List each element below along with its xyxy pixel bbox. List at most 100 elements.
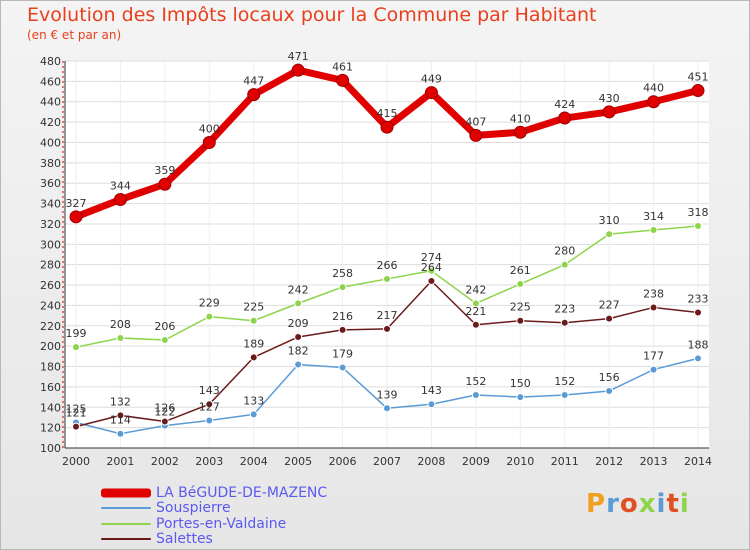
x-tick-label: 2014 — [684, 455, 712, 468]
data-label: 216 — [332, 310, 353, 323]
data-point — [249, 410, 258, 419]
legend-item-souspierre: Souspierre — [101, 500, 401, 516]
data-label: 132 — [110, 395, 131, 408]
legend-swatch — [101, 523, 151, 525]
data-point — [247, 88, 261, 102]
legend-label: Portes-en-Valdaine — [156, 516, 287, 532]
data-point — [647, 95, 661, 109]
data-label: 242 — [288, 283, 309, 296]
data-label: 177 — [643, 350, 664, 363]
data-label: 310 — [599, 214, 620, 227]
data-point — [338, 283, 347, 292]
data-point — [291, 63, 305, 77]
data-point — [649, 303, 658, 312]
chart-title: Evolution des Impôts locaux pour la Comm… — [27, 4, 597, 26]
data-point — [380, 120, 394, 134]
y-tick-label: 360 — [40, 177, 61, 190]
x-tick-label: 2007 — [373, 455, 401, 468]
y-tick-label: 160 — [40, 381, 61, 394]
data-point — [605, 230, 614, 239]
legend-label: Souspierre — [156, 500, 231, 516]
data-point — [205, 400, 214, 409]
data-label: 208 — [110, 318, 131, 331]
data-point — [649, 365, 658, 374]
y-tick-label: 140 — [40, 401, 61, 414]
data-point — [202, 135, 216, 149]
data-label: 415 — [377, 107, 398, 120]
data-point — [294, 299, 303, 308]
legend-item-salettes: Salettes — [101, 531, 401, 547]
data-label: 461 — [332, 60, 353, 73]
x-tick-label: 2009 — [462, 455, 490, 468]
y-tick-label: 240 — [40, 299, 61, 312]
data-label: 122 — [154, 406, 175, 419]
legend-label: LA BéGUDE-DE-MAZENC — [156, 485, 328, 501]
data-point — [691, 84, 705, 98]
data-point — [249, 316, 258, 325]
x-tick-label: 2010 — [506, 455, 534, 468]
data-label: 150 — [510, 377, 531, 390]
data-point — [116, 411, 125, 420]
data-point — [605, 386, 614, 395]
data-label: 430 — [599, 92, 620, 105]
data-label: 264 — [421, 261, 442, 274]
data-label: 258 — [332, 267, 353, 280]
data-point — [605, 314, 614, 323]
y-tick-label: 300 — [40, 238, 61, 251]
data-label: 139 — [377, 388, 398, 401]
x-tick-label: 2011 — [551, 455, 579, 468]
data-label: 327 — [66, 197, 87, 210]
x-tick-label: 2012 — [595, 455, 623, 468]
data-point — [160, 336, 169, 345]
data-label: 314 — [643, 210, 664, 223]
data-label: 127 — [199, 401, 220, 414]
data-label: 410 — [510, 112, 531, 125]
data-label: 121 — [66, 407, 87, 420]
data-label: 400 — [199, 122, 220, 135]
y-tick-label: 220 — [40, 320, 61, 333]
data-point — [471, 320, 480, 329]
y-tick-label: 460 — [40, 75, 61, 88]
data-label: 407 — [465, 115, 486, 128]
data-point — [694, 221, 702, 230]
data-label: 447 — [243, 75, 264, 88]
data-point — [560, 260, 569, 269]
data-point — [558, 111, 572, 125]
data-point — [338, 325, 347, 334]
legend-swatch — [101, 507, 151, 509]
data-label: 221 — [465, 305, 486, 318]
logo-letter: i — [679, 489, 690, 519]
data-label: 440 — [643, 82, 664, 95]
data-label: 133 — [243, 394, 264, 407]
data-point — [249, 353, 258, 362]
y-tick-label: 100 — [40, 442, 61, 455]
y-tick-label: 320 — [40, 218, 61, 231]
data-point — [338, 363, 347, 372]
data-label: 451 — [688, 71, 709, 84]
data-point — [158, 177, 172, 191]
data-label: 274 — [421, 251, 442, 264]
logo-letter: i — [656, 489, 667, 519]
data-label: 449 — [421, 73, 442, 86]
data-label: 125 — [66, 403, 87, 416]
data-label: 227 — [599, 299, 620, 312]
data-point — [516, 316, 525, 325]
y-tick-label: 340 — [40, 198, 61, 211]
data-label: 229 — [199, 297, 220, 310]
data-label: 143 — [199, 384, 220, 397]
data-label: 156 — [599, 371, 620, 384]
x-tick-label: 2001 — [106, 455, 134, 468]
data-label: 233 — [688, 293, 709, 306]
data-label: 143 — [421, 384, 442, 397]
data-point — [427, 276, 436, 285]
legend-item-portes-en-valdaine: Portes-en-Valdaine — [101, 516, 401, 532]
data-label: 114 — [110, 414, 131, 427]
data-point — [427, 266, 436, 275]
y-tick-label: 420 — [40, 116, 61, 129]
data-label: 225 — [243, 301, 264, 314]
y-tick-label: 440 — [40, 96, 61, 109]
data-label: 152 — [465, 375, 486, 388]
x-tick-label: 2005 — [284, 455, 312, 468]
data-label: 206 — [154, 320, 175, 333]
